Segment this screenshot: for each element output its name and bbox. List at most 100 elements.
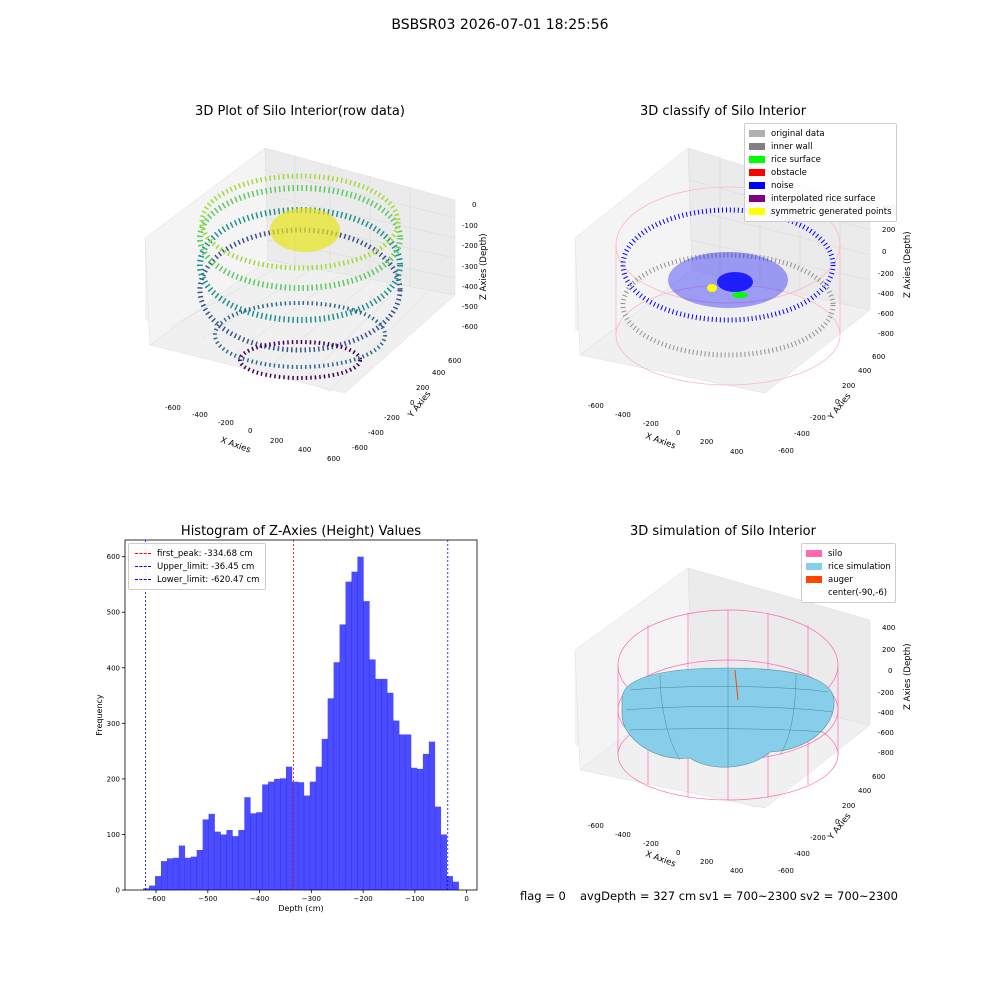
- x-tick-label: −100: [405, 895, 424, 903]
- tick-label: 0: [410, 399, 414, 407]
- tick-label: 400: [858, 367, 871, 375]
- histogram-bar: [214, 831, 221, 890]
- legend-label: symmetric generated points: [771, 206, 892, 217]
- panel4-z-ticks: 400 200 0 -200 -400 -600 -800: [878, 624, 895, 757]
- legend-swatch: [806, 589, 822, 596]
- tick-label: -800: [878, 330, 894, 338]
- histogram-bars: [143, 556, 459, 890]
- tick-label: -200: [878, 270, 894, 278]
- tick-label: -600: [778, 867, 794, 875]
- panel4-y-ticks: -600 -400 -200 0 200 400 600: [778, 773, 885, 875]
- tick-label: 600: [448, 357, 461, 365]
- histogram-bar: [428, 741, 436, 890]
- histogram-bar: [381, 678, 388, 890]
- tick-label: -400: [615, 411, 631, 419]
- histogram-bar: [446, 876, 453, 890]
- tick-label: -600: [878, 729, 894, 737]
- tick-label: 0: [472, 201, 476, 209]
- tick-label: -200: [810, 414, 826, 422]
- y-tick-label: 500: [107, 609, 120, 617]
- histogram-bar: [143, 888, 150, 890]
- histogram-plot[interactable]: −600 −500 −400 −300 −200 −100 0 0 100 200 300 400 5…: [80, 535, 490, 920]
- tick-label: -600: [352, 444, 368, 452]
- tick-label: -400: [794, 850, 810, 858]
- tick-label: 400: [882, 624, 895, 632]
- tick-label: -400: [794, 430, 810, 438]
- tick-label: 400: [858, 787, 871, 795]
- auger: [734, 669, 739, 701]
- histogram-bar: [244, 797, 251, 890]
- tick-label: -100: [462, 222, 478, 230]
- panel1-plot[interactable]: -600 -400 -200 0 200 400 600 X Axies -60…: [130, 130, 500, 470]
- tick-label: -400: [878, 290, 894, 298]
- tick-label: 0: [835, 398, 839, 406]
- histogram-bar: [250, 813, 257, 890]
- histogram-bar: [232, 836, 239, 890]
- histogram-bar: [422, 753, 430, 890]
- tick-label: -400: [462, 283, 478, 291]
- histogram-bar: [416, 768, 424, 890]
- footer-sv2: sv2 = 700~2300: [800, 889, 898, 903]
- tick-label: 400: [730, 867, 743, 875]
- tick-label: -200: [218, 419, 234, 427]
- legend-line: [135, 553, 151, 554]
- footer-sv1: sv1 = 700~2300: [699, 889, 797, 903]
- tick-label: 0: [248, 427, 252, 435]
- x-tick-label: −600: [146, 895, 165, 903]
- histogram-bar: [369, 659, 376, 890]
- x-tick-label: −200: [354, 895, 373, 903]
- histogram-bar: [345, 581, 352, 890]
- panel4-x-ticks: -600 -400 -200 0 200 400: [588, 822, 743, 875]
- legend-label: Lower_limit: -620.47 cm: [157, 574, 260, 585]
- legend-label: noise: [771, 180, 794, 191]
- legend-label: inner wall: [771, 141, 813, 152]
- histogram-bar: [434, 806, 442, 890]
- panel4-title: 3D simulation of Silo Interior: [630, 524, 816, 539]
- tick-label: -200: [878, 689, 894, 697]
- panel1-zlabel: Z Axies (Depth): [479, 233, 489, 300]
- histogram-bar: [178, 845, 186, 890]
- histogram-bar: [172, 857, 180, 890]
- legend-swatch: [806, 576, 822, 583]
- histogram-x-ticks: −600 −500 −400 −300 −200 −100 0: [146, 890, 469, 903]
- legend-item: center(-90,-6): [806, 586, 891, 599]
- tick-label: 0: [835, 818, 839, 826]
- panel3-title: Histogram of Z-Axies (Height) Values: [180, 524, 422, 539]
- histogram-bar: [226, 830, 233, 890]
- tick-label: -500: [462, 303, 478, 311]
- histogram-bar: [285, 766, 293, 890]
- panel2-z-ticks: 400 200 0 -200 -400 -600 -800: [878, 204, 895, 338]
- tick-label: 400: [730, 448, 743, 456]
- histogram-bar: [452, 881, 459, 890]
- tick-label: 200: [842, 382, 855, 390]
- histogram-y-ticks: 0 100 200 300 400 500 600: [107, 553, 125, 895]
- histogram-bar: [202, 819, 209, 890]
- tick-label: -600: [588, 822, 604, 830]
- legend-swatch: [749, 143, 765, 150]
- legend-item: interpolated rice surface: [749, 192, 892, 205]
- tick-label: 0: [882, 248, 886, 256]
- histogram-ylabel: Frequency: [95, 694, 104, 736]
- legend-swatch: [749, 208, 765, 215]
- panel2-zlabel: Z Axies (Depth): [903, 231, 913, 298]
- tick-label: -400: [192, 411, 208, 419]
- histogram-bar: [149, 885, 156, 890]
- panel2-xlabel: X Axies: [644, 431, 677, 451]
- panel4-zlabel: Z Axies (Depth): [903, 643, 913, 710]
- tick-label: -300: [462, 263, 478, 271]
- tick-label: 200: [700, 438, 713, 446]
- tick-label: 200: [270, 437, 283, 445]
- histogram-bar: [291, 781, 299, 890]
- legend-item: auger: [806, 573, 891, 586]
- panel4-plot[interactable]: -600 -400 -200 0 200 400 X Axies -600 -4…: [560, 550, 930, 880]
- histogram-bar: [393, 720, 400, 890]
- tick-label: 600: [872, 773, 885, 781]
- histogram-bar: [268, 781, 275, 890]
- panel2-title: 3D classify of Silo Interior: [639, 104, 807, 119]
- tick-label: 400: [432, 369, 445, 377]
- figure-title: BSBSR03 2026-07-01 18:25:56: [391, 17, 609, 33]
- legend-line: [135, 566, 151, 567]
- histogram-bar: [166, 858, 174, 890]
- histogram-bar: [351, 571, 358, 890]
- histogram-bar: [309, 781, 317, 890]
